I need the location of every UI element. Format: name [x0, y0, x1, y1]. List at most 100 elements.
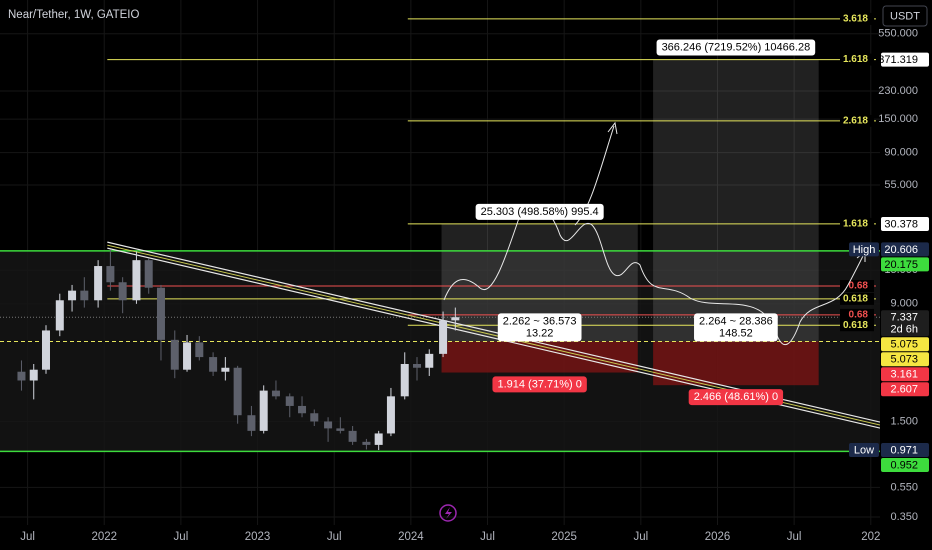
fib-label-bg [840, 53, 874, 66]
candle-body [170, 339, 179, 370]
candle-body [451, 317, 460, 321]
x-tick-label: Jul [174, 531, 189, 543]
candle-body [310, 413, 319, 422]
y-tick-label: 0.550 [890, 481, 918, 493]
y-tick-label: 550.000 [878, 28, 918, 40]
price-tag [881, 367, 929, 382]
price-tag-label: 0.971 [890, 444, 918, 456]
candle-body [348, 430, 357, 442]
arrow-head [607, 121, 618, 135]
price-tag [881, 458, 929, 473]
candle-body [55, 300, 64, 331]
loss-zone [653, 341, 819, 386]
candle-body [259, 390, 268, 431]
x-tick-label: 2022 [91, 531, 117, 543]
candle-body [336, 428, 345, 431]
fib-label: 1.618 [843, 54, 868, 65]
x-tick-label: Jul [327, 531, 342, 543]
price-tag [881, 216, 929, 231]
position-label: 13.22 [526, 327, 554, 339]
price-tag-name: High [853, 244, 876, 256]
candle-body [413, 363, 422, 368]
candle-body [324, 421, 333, 429]
candle-body [271, 390, 280, 397]
x-tick-label: Jul [787, 531, 802, 543]
fib-label: 0.618 [843, 294, 868, 305]
price-tag-label: 0.952 [890, 459, 918, 471]
position-label: 1.914 (37.71%) 0 [497, 378, 581, 390]
y-tick-label: 1.500 [890, 415, 918, 427]
candle-body [400, 363, 409, 397]
candle-body [425, 353, 434, 368]
candle-body [41, 330, 50, 370]
candle-body [209, 357, 218, 372]
price-tag-name-bg [849, 242, 879, 257]
price-tag-label: 371.319 [878, 54, 918, 66]
candle-body [68, 290, 77, 301]
x-tick-label: 2025 [551, 531, 577, 543]
x-tick-label: 2023 [245, 531, 271, 543]
price-tag-label: 7.337 [890, 312, 918, 324]
candle-body [156, 287, 165, 340]
chart-title: Near/Tether, 1W, GATEIO [8, 9, 139, 21]
fib-label: 2.618 [843, 116, 868, 127]
price-tag-label: 2.607 [890, 384, 918, 396]
loss-zone [441, 341, 638, 373]
price-tag-name: Low [854, 444, 874, 456]
projection-path [443, 204, 865, 346]
label-bubble [492, 376, 587, 393]
price-tag [881, 443, 929, 458]
y-tick-label: 0.350 [890, 511, 918, 523]
price-tag [881, 337, 929, 352]
price-tag [881, 242, 929, 257]
event-icon[interactable] [439, 504, 457, 522]
y-tick-label: 9.000 [890, 298, 918, 310]
position-label: 25.303 (498.58%) 995.4 [481, 206, 599, 218]
candle-body [298, 405, 307, 414]
x-tick-label: 2024 [398, 531, 424, 543]
fib-label-bg [840, 12, 874, 25]
candle-body [233, 367, 242, 416]
price-tag [881, 52, 929, 67]
fib-label: 0.68 [849, 281, 869, 292]
currency-label[interactable]: USDT [890, 10, 920, 22]
x-tick-label: 202 [861, 531, 880, 543]
event-icon-bolt [445, 507, 452, 519]
x-tick-label: 2026 [705, 531, 731, 543]
candle-body [118, 282, 127, 301]
candle-body [221, 367, 230, 372]
fib-label-bg [840, 308, 874, 321]
label-bubble [497, 313, 582, 342]
candle-body [80, 290, 89, 301]
candle-body [386, 396, 395, 434]
price-tag-label: 5.073 [890, 354, 918, 366]
candle-body [144, 260, 153, 288]
x-tick-label: Jul [480, 531, 495, 543]
candle-body [439, 320, 448, 354]
label-bubble [656, 39, 816, 56]
position-label: 366.246 (7219.52%) 10466.28 [662, 41, 811, 53]
candle-body [17, 371, 26, 381]
position-label: 2.264 ~ 28.386 [699, 315, 773, 327]
candle-body [362, 441, 371, 445]
currency-button[interactable] [882, 5, 928, 27]
price-tag-label: 5.075 [890, 339, 918, 351]
price-tag-label: 3.161 [890, 369, 918, 381]
price-tag [881, 310, 929, 337]
candle-body [195, 342, 204, 358]
candle-body [374, 433, 383, 445]
candle-body [132, 260, 141, 301]
x-tick-label: Jul [20, 531, 35, 543]
fib-label: 3.618 [843, 14, 868, 25]
fib-label: 1.618 [843, 219, 868, 230]
candle-body [106, 266, 115, 283]
candle-body [94, 266, 103, 301]
fib-label-bg [840, 114, 874, 127]
fib-label: 0.618 [843, 320, 868, 331]
price-tag-name-bg [849, 443, 879, 458]
price-tag [881, 257, 929, 272]
profit-zone [653, 59, 819, 342]
fib-label: 0.68 [849, 310, 869, 321]
